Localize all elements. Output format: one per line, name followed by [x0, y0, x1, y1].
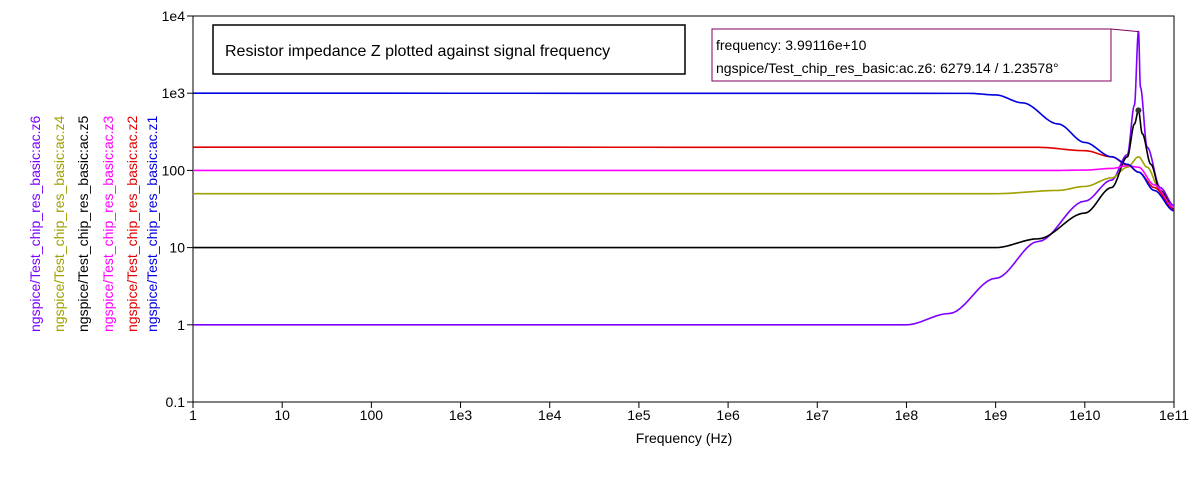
series-label: ngspice/Test_chip_res_basic:ac.z2 [124, 115, 140, 332]
x-tick-label: 1e3 [449, 407, 473, 423]
x-tick-label: 1e9 [984, 407, 1008, 423]
series-label: ngspice/Test_chip_res_basic:ac.z3 [100, 115, 116, 332]
x-tick-label: 1e10 [1069, 407, 1100, 423]
series-line [193, 164, 1175, 209]
series-line [193, 146, 1175, 211]
cursor-box [711, 28, 1112, 82]
x-axis-ticks: 1 10 100 1e3 1e4 1e5 1e6 1e7 1e8 1e9 1e10 1e11 [189, 402, 1189, 423]
x-tick-label: 1e6 [716, 407, 740, 423]
cursor-link-line [1110, 28, 1139, 33]
chart-title-box: Resistor impedance Z plotted against sig… [212, 24, 686, 75]
title-box-border [212, 24, 686, 75]
x-tick-label: 1e11 [1159, 407, 1189, 423]
x-tick-label: 100 [360, 407, 384, 423]
series-lines [193, 30, 1175, 326]
y-tick-label: 1e3 [162, 85, 186, 101]
x-axis-label: Frequency (Hz) [636, 430, 732, 446]
series-label: ngspice/Test_chip_res_basic:ac.z4 [51, 115, 67, 332]
series-label: ngspice/Test_chip_res_basic:ac.z6 [27, 115, 43, 332]
series-line [193, 92, 1175, 212]
y-tick-label: 0.1 [166, 394, 186, 410]
x-tick-label: 1e4 [538, 407, 562, 423]
y-tick-label: 100 [162, 162, 186, 178]
y-tick-label: 1e4 [162, 8, 186, 24]
series-label: ngspice/Test_chip_res_basic:ac.z1 [144, 115, 160, 332]
y-tick-label: 1 [177, 317, 185, 333]
x-tick-label: 10 [274, 407, 290, 423]
x-tick-label: 1e5 [627, 407, 651, 423]
series-line [193, 30, 1175, 326]
x-tick-label: 1e7 [806, 407, 830, 423]
x-tick-label: 1e8 [895, 407, 919, 423]
cursor-marker [1135, 107, 1142, 114]
cursor-readout: frequency: 3.99116e+10 ngspice/Test_chip… [711, 28, 1142, 114]
series-line [193, 109, 1175, 249]
y-axis-ticks: 0.1 1 10 100 1e3 1e4 [162, 8, 193, 410]
cursor-value-text: ngspice/Test_chip_res_basic:ac.z6: 6279.… [716, 60, 1059, 76]
legend: ngspice/Test_chip_res_basic:ac.z6 ngspice… [27, 115, 160, 332]
x-tick-label: 1 [189, 407, 197, 423]
series-label: ngspice/Test_chip_res_basic:ac.z5 [75, 115, 91, 332]
cursor-frequency-text: frequency: 3.99116e+10 [716, 37, 867, 53]
series-line [193, 155, 1175, 210]
chart-title: Resistor impedance Z plotted against sig… [225, 43, 610, 60]
y-tick-label: 10 [169, 240, 185, 256]
